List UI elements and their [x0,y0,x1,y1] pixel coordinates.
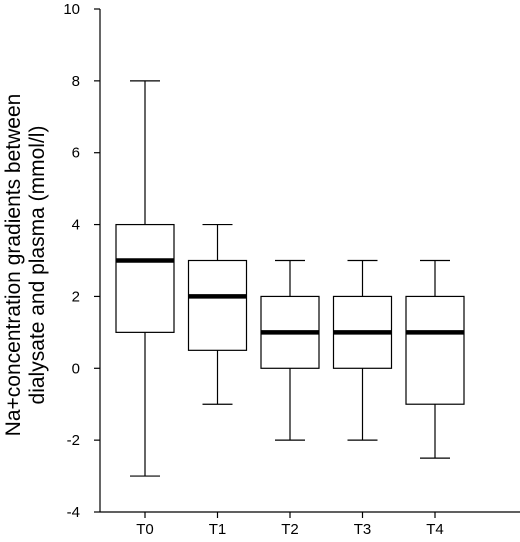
box-T1 [187,223,248,405]
x-tick-label: T2 [281,521,299,538]
y-axis-title: Na+concentration gradients between dialy… [2,94,49,437]
iqr-box [187,259,248,351]
y-tick-label: -2 [67,432,80,449]
box-T0 [115,80,175,477]
box-T3 [332,259,393,441]
y-tick-label: 4 [72,217,80,234]
y-tick-label: 2 [72,288,80,305]
y-axis-title-line-2: dialysate and plasma (mmol/l) [26,126,49,405]
x-tick-label: T4 [426,521,444,538]
iqr-box [115,223,175,333]
y-axis-title-line-1: Na+concentration gradients between [2,94,25,437]
y-tick-label: 6 [72,145,80,162]
y-tick-label: 8 [72,73,80,90]
x-tick-label: T3 [354,521,372,538]
x-tick-label: T1 [209,521,227,538]
y-tick-label: 0 [72,360,80,377]
x-tick-label: T0 [136,521,154,538]
iqr-box [405,295,465,405]
y-tick-label: -4 [67,504,80,521]
box-T2 [260,259,320,441]
box-T4 [405,259,465,459]
boxes [115,80,465,477]
x-axis: T0 T1 T2 T3 T4 [100,511,520,538]
y-tick-label: 10 [63,1,80,18]
y-axis: -4 -2 0 2 4 6 8 10 [63,1,101,521]
